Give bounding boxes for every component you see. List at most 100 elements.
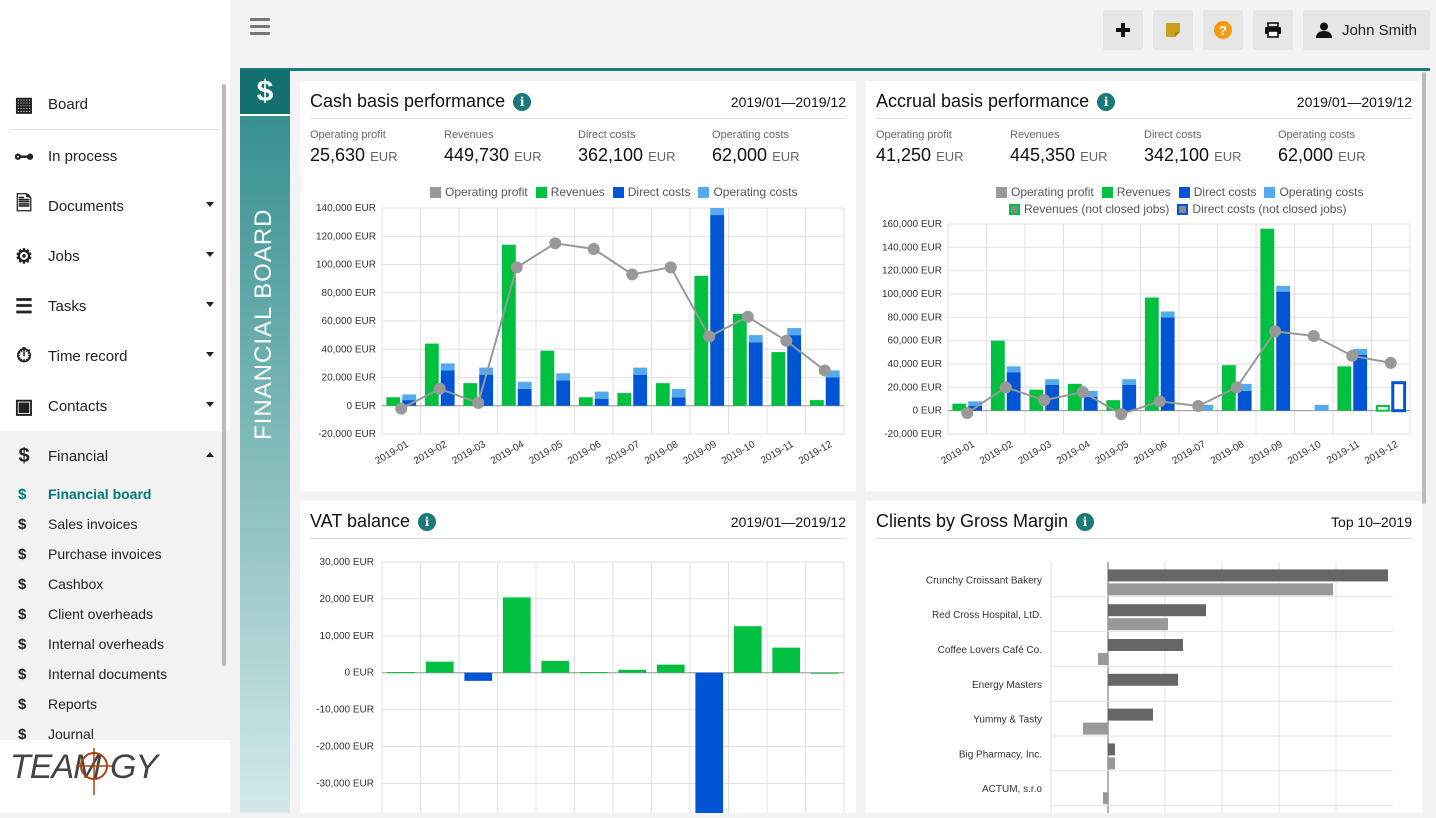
gross-margin-bar-secondary: [1108, 618, 1168, 631]
vat-bar: [387, 671, 416, 673]
legend-item[interactable]: Operating profit: [996, 185, 1094, 199]
cash-basis-panel: Cash basis performance i 2019/01—2019/12 …: [300, 81, 856, 491]
top-range[interactable]: Top 10–2019: [1331, 514, 1412, 530]
vat-balance-chart: 30,000 EUR 20,000 EUR 10,000 EUR 0 EUR -10,0…: [316, 557, 845, 813]
legend-item[interactable]: Revenues (not closed jobs): [1009, 202, 1169, 216]
sidebar-subitem-internal-documents[interactable]: $ Internal documents: [0, 659, 230, 689]
vat-bar: [425, 661, 454, 673]
kpi-revenues: Revenues 445,350 EUR: [1010, 129, 1140, 166]
legend-label: Revenues: [1116, 185, 1171, 199]
chevron-down-icon[interactable]: [206, 302, 214, 307]
sidebar-item-label: Contacts: [48, 397, 108, 415]
sidebar-subitem-purchase-invoices[interactable]: $ Purchase invoices: [0, 539, 230, 569]
date-range[interactable]: 2019/01—2019/12: [730, 514, 846, 530]
direct-cost-bar: [710, 215, 725, 406]
legend-item[interactable]: Operating costs: [698, 185, 798, 199]
gross-margin-bar-secondary: [1103, 792, 1108, 805]
operating-cost-bar: [402, 394, 417, 401]
dollar-icon: $: [18, 575, 27, 593]
date-range[interactable]: 2019/01—2019/12: [730, 94, 846, 110]
x-tick-label: 2019-10: [1286, 439, 1324, 467]
chevron-up-icon[interactable]: [206, 452, 214, 457]
print-button[interactable]: [1253, 10, 1293, 50]
hamburger-menu-icon[interactable]: [250, 18, 270, 38]
y-tick-label: 0 EUR: [345, 668, 374, 679]
legend-label: Direct costs (not closed jobs): [1192, 202, 1347, 216]
add-button[interactable]: [1103, 10, 1143, 50]
sidebar-subitem-client-overheads[interactable]: $ Client overheads: [0, 599, 230, 629]
y-tick-label: 80,000 EUR: [888, 312, 942, 323]
legend-item[interactable]: Operating profit: [430, 185, 528, 199]
notes-button[interactable]: [1153, 10, 1193, 50]
legend-item[interactable]: Direct costs: [612, 185, 691, 199]
info-icon[interactable]: i: [1097, 92, 1116, 111]
info-icon[interactable]: i: [513, 92, 532, 111]
sidebar-subitem-sales-invoices[interactable]: $ Sales invoices: [0, 509, 230, 539]
operating-cost-bar: [968, 401, 983, 406]
legend-label: Revenues (not closed jobs): [1024, 202, 1170, 216]
main-scrollbar[interactable]: [1422, 72, 1426, 504]
panel-title: Cash basis performance: [310, 91, 506, 111]
operating-profit-line: [966, 330, 1391, 416]
info-icon[interactable]: i: [418, 512, 437, 531]
legend-label: Direct costs: [627, 185, 691, 199]
direct-cost-not-closed-bar: [1391, 381, 1407, 413]
vat-bar: [541, 660, 570, 673]
operating-profit-point: [780, 334, 793, 347]
sidebar-subitem-label: Journal: [48, 726, 94, 742]
sidebar-item-time-record[interactable]: ⏱ Time record: [0, 331, 230, 381]
kpi-value: 62,000 EUR: [1278, 145, 1366, 165]
chevron-down-icon[interactable]: [206, 202, 214, 207]
chevron-down-icon[interactable]: [206, 402, 214, 407]
vat-bar: [695, 672, 724, 813]
operating-profit-point: [510, 261, 523, 274]
client-label: Red Cross Hospital, LtD.: [932, 610, 1042, 621]
x-tick-label: 2019-07: [604, 439, 642, 467]
sidebar-item-jobs[interactable]: ⚙ Jobs: [0, 231, 230, 281]
kpi-label: Direct costs: [578, 129, 636, 141]
legend-item[interactable]: Revenues: [1101, 185, 1171, 199]
gross-margin-bar: [1108, 673, 1178, 686]
operating-profit-point: [999, 381, 1012, 394]
kpi-value: 342,100 EUR: [1144, 145, 1242, 165]
printer-icon: [1265, 22, 1281, 38]
user-menu-button[interactable]: John Smith: [1303, 10, 1430, 50]
legend-item[interactable]: Direct costs: [1178, 185, 1256, 199]
legend-item[interactable]: Direct costs (not closed jobs): [1177, 202, 1346, 216]
sidebar-scrollbar[interactable]: [222, 84, 226, 666]
kpi-label: Operating profit: [310, 129, 386, 141]
sidebar-item-tasks[interactable]: ☰ Tasks: [0, 281, 230, 331]
direct-cost-bar: [556, 380, 571, 406]
operating-cost-bar: [1122, 379, 1137, 385]
operating-profit-point: [626, 268, 639, 281]
sidebar-item-board[interactable]: ▦ Board: [0, 79, 230, 129]
sidebar-subitem-financial-board[interactable]: $ Financial board: [0, 479, 230, 509]
chevron-down-icon[interactable]: [206, 252, 214, 257]
sidebar-subitem-reports[interactable]: $ Reports: [0, 689, 230, 719]
operating-cost-bar: [556, 373, 571, 381]
kpi-operating-costs: Operating costs 62,000 EUR: [1278, 129, 1408, 166]
sidebar-subitem-internal-overheads[interactable]: $ Internal overheads: [0, 629, 230, 659]
y-tick-label: 80,000 EUR: [322, 288, 376, 299]
direct-cost-bar: [671, 397, 686, 406]
operating-profit-line: [400, 242, 826, 410]
dollar-icon: $: [18, 695, 27, 713]
info-icon[interactable]: i: [1076, 512, 1095, 531]
date-range[interactable]: 2019/01—2019/12: [1296, 94, 1412, 110]
help-button[interactable]: ?: [1203, 10, 1243, 50]
divider: [10, 129, 220, 130]
operating-cost-bar: [671, 388, 686, 398]
chevron-down-icon[interactable]: [206, 352, 214, 357]
sidebar-subitem-cashbox[interactable]: $ Cashbox: [0, 569, 230, 599]
legend-item[interactable]: Operating costs: [1264, 185, 1364, 199]
sidebar-item-in-process[interactable]: ⊶ In process: [0, 131, 230, 181]
sidebar-item-contacts[interactable]: ▣ Contacts: [0, 381, 230, 431]
revenue-bar: [732, 313, 747, 406]
y-tick-label: 60,000 EUR: [322, 316, 376, 327]
legend-swatch: [1178, 186, 1190, 198]
legend-item[interactable]: Revenues: [535, 185, 605, 199]
sidebar-item-financial[interactable]: $ Financial: [0, 431, 230, 481]
legend-label: Operating costs: [713, 185, 798, 199]
x-tick-label: 2019-01: [373, 439, 411, 467]
sidebar-item-documents[interactable]: 🗎 Documents: [0, 181, 230, 231]
